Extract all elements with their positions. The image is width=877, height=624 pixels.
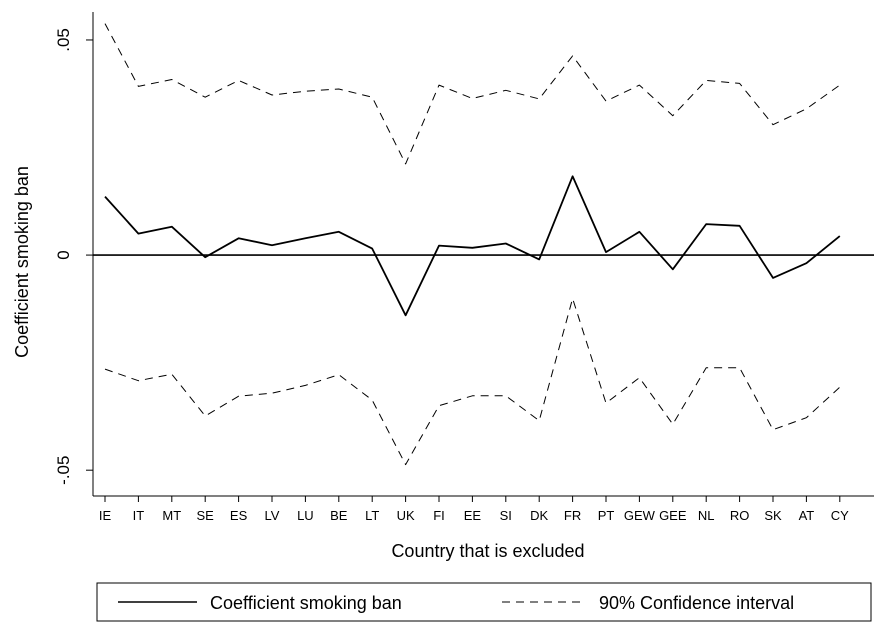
- x-tick-label: AT: [799, 508, 815, 523]
- x-tick-label: GEE: [659, 508, 687, 523]
- x-tick-label: UK: [397, 508, 415, 523]
- x-tick-label: GEW: [624, 508, 656, 523]
- legend-box: [96, 582, 872, 622]
- series-ci-lower-line: [104, 298, 841, 466]
- x-tick-label: CY: [831, 508, 849, 523]
- axes: -.05 0 .05 IE IT MT SE ES LV LU BE LT UK FI EE SI DK FR PT…: [54, 12, 874, 523]
- x-tick-label: IT: [133, 508, 145, 523]
- legend-label-coefficient: Coefficient smoking ban: [210, 593, 402, 613]
- x-tick-label: DK: [530, 508, 548, 523]
- x-tick-label: RO: [730, 508, 750, 523]
- x-axis-title: Country that is excluded: [391, 541, 584, 561]
- series-coefficient-line: [104, 175, 841, 317]
- x-tick-label: EE: [464, 508, 482, 523]
- x-tick-label: LV: [265, 508, 280, 523]
- x-tick-label: ES: [230, 508, 248, 523]
- x-tick-label: PT: [598, 508, 615, 523]
- y-tick-label: -.05: [54, 456, 73, 485]
- x-tick-label: FI: [433, 508, 445, 523]
- x-tick-label: MT: [162, 508, 181, 523]
- legend-label-confidence: 90% Confidence interval: [599, 593, 794, 613]
- x-tick-label: SE: [197, 508, 215, 523]
- y-tick-label: .05: [54, 28, 73, 52]
- legend: Coefficient smoking ban 90% Confidence i…: [96, 582, 872, 622]
- y-axis-title: Coefficient smoking ban: [12, 166, 32, 358]
- y-tick-label: 0: [54, 250, 73, 259]
- series-ci-upper-line: [104, 23, 841, 165]
- plot-area: [93, 23, 874, 466]
- x-tick-label: LT: [365, 508, 379, 523]
- x-tick-label: BE: [330, 508, 348, 523]
- x-tick-label: IE: [99, 508, 112, 523]
- x-tick-label: SI: [500, 508, 512, 523]
- x-tick-label: NL: [698, 508, 715, 523]
- x-tick-label: SK: [764, 508, 782, 523]
- x-tick-label: FR: [564, 508, 581, 523]
- x-tick-label: LU: [297, 508, 314, 523]
